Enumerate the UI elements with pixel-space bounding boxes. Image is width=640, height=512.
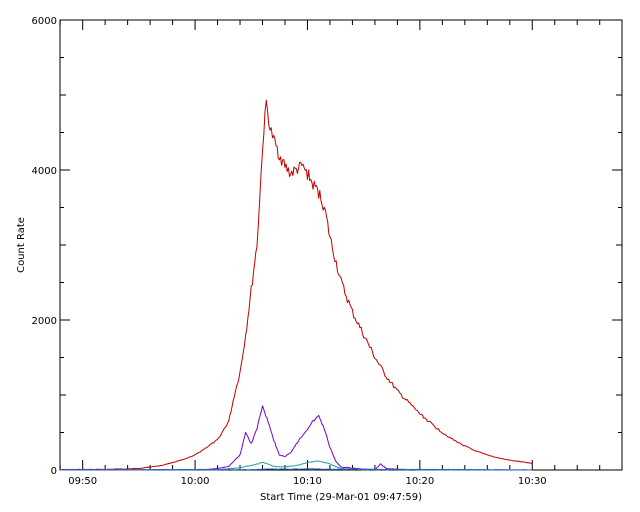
y-tick-label: 2000 [32, 316, 57, 327]
x-tick-label: 10:10 [293, 476, 322, 487]
series-line-4 [60, 468, 533, 471]
y-tick-label: 6000 [32, 16, 57, 27]
x-tick-label: 10:20 [405, 476, 434, 487]
y-tick-label: 0 [51, 466, 57, 477]
x-tick-label: 10:30 [518, 476, 547, 487]
y-axis-title: Count Rate [16, 217, 27, 273]
y-tick-label: 4000 [32, 166, 57, 177]
x-axis: 09:50 10:00 10:10 10:20 10:30 [59, 20, 601, 487]
y-axis: 0 2000 4000 6000 [32, 16, 622, 477]
x-axis-title: Start Time (29-Mar-01 09:47:59) [260, 492, 422, 503]
x-tick-label: 10:00 [181, 476, 210, 487]
series-line-2 [60, 405, 533, 471]
plot-frame [59, 19, 623, 471]
x-tick-label: 09:50 [68, 476, 97, 487]
series-line-1 [60, 99, 533, 471]
series-layer [60, 99, 533, 471]
